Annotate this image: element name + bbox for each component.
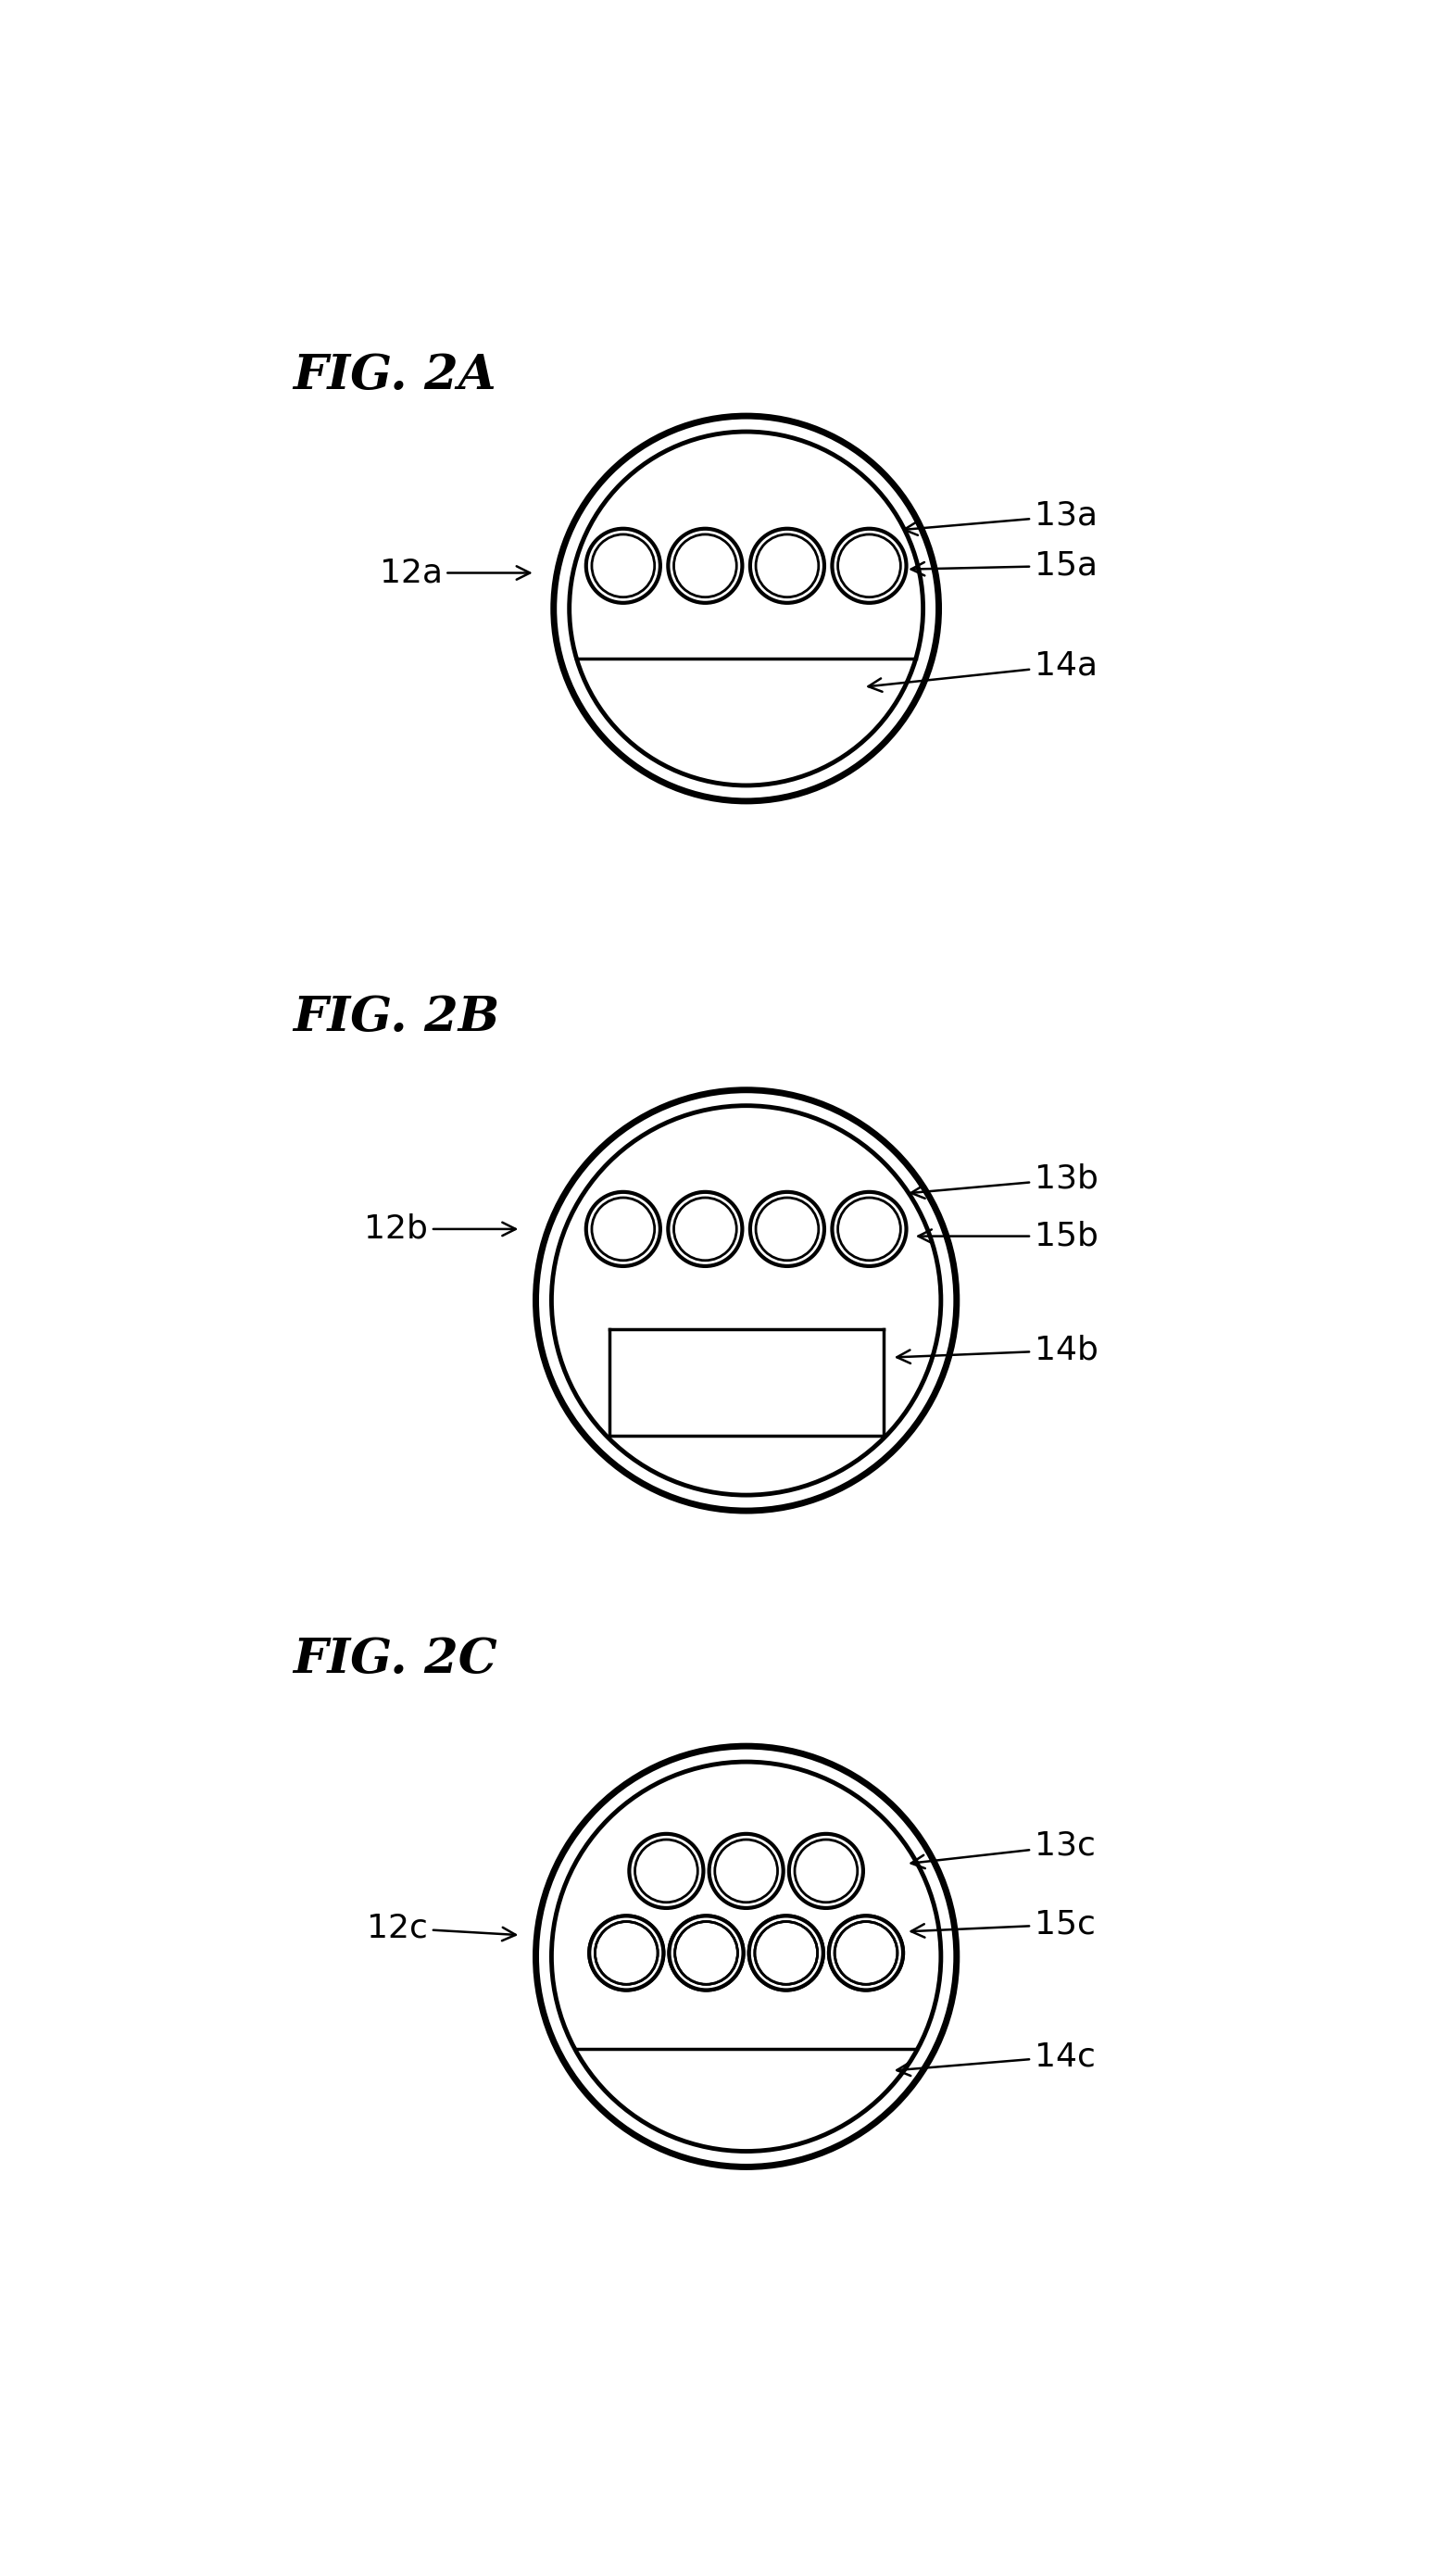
Circle shape [536,1746,957,2168]
Circle shape [587,528,660,603]
Text: 14b: 14b [897,1334,1098,1367]
Circle shape [828,1916,903,1990]
Text: 13a: 13a [904,500,1098,536]
Circle shape [750,1192,824,1267]
Circle shape [750,528,824,603]
Circle shape [670,1916,744,1990]
Text: 13c: 13c [911,1831,1095,1869]
Text: 15c: 15c [911,1908,1095,1939]
Text: 14a: 14a [868,649,1098,693]
Circle shape [709,1833,783,1908]
Circle shape [668,528,743,603]
Circle shape [670,1916,744,1990]
Circle shape [587,1192,660,1267]
Text: FIG. 2A: FIG. 2A [293,353,496,399]
Text: 14c: 14c [897,2039,1095,2075]
Text: 15b: 15b [919,1221,1098,1251]
Circle shape [629,1833,703,1908]
Circle shape [590,1916,664,1990]
Circle shape [553,417,939,801]
Circle shape [789,1833,863,1908]
Circle shape [668,1192,743,1267]
Text: 15a: 15a [911,551,1098,582]
Text: 12a: 12a [380,556,530,590]
Text: 13b: 13b [911,1164,1098,1197]
Circle shape [590,1916,664,1990]
Text: FIG. 2B: FIG. 2B [293,994,499,1040]
Text: 12c: 12c [367,1913,515,1944]
Text: FIG. 2C: FIG. 2C [293,1635,496,1684]
Text: 12b: 12b [364,1213,515,1244]
Circle shape [748,1916,823,1990]
Circle shape [536,1089,957,1512]
Circle shape [748,1916,823,1990]
Circle shape [833,528,906,603]
Circle shape [833,1192,906,1267]
Circle shape [828,1916,903,1990]
